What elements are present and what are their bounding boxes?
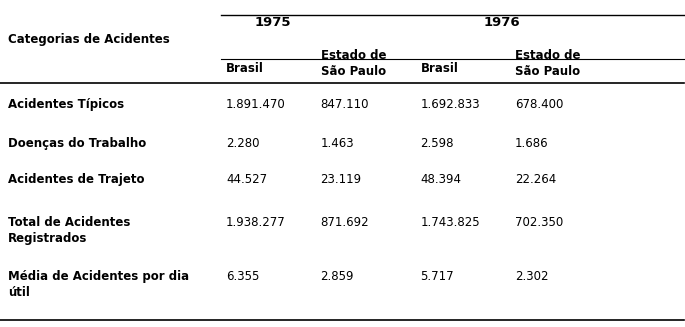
Text: 1.891.470: 1.891.470 bbox=[226, 98, 286, 111]
Text: Total de Acidentes
Registrados: Total de Acidentes Registrados bbox=[8, 216, 131, 245]
Text: Média de Acidentes por dia
útil: Média de Acidentes por dia útil bbox=[8, 270, 189, 299]
Text: 871.692: 871.692 bbox=[321, 216, 369, 229]
Text: 5.717: 5.717 bbox=[421, 270, 454, 283]
Text: 2.280: 2.280 bbox=[226, 137, 260, 150]
Text: 1.938.277: 1.938.277 bbox=[226, 216, 286, 229]
Text: Acidentes de Trajeto: Acidentes de Trajeto bbox=[8, 173, 145, 186]
Text: 44.527: 44.527 bbox=[226, 173, 267, 186]
Text: 2.859: 2.859 bbox=[321, 270, 354, 283]
Text: 23.119: 23.119 bbox=[321, 173, 362, 186]
Text: Estado de
São Paulo: Estado de São Paulo bbox=[515, 49, 581, 78]
Text: 1.463: 1.463 bbox=[321, 137, 354, 150]
Text: Brasil: Brasil bbox=[226, 62, 264, 75]
Text: 1.686: 1.686 bbox=[515, 137, 549, 150]
Text: Acidentes Típicos: Acidentes Típicos bbox=[8, 98, 125, 111]
Text: Brasil: Brasil bbox=[421, 62, 458, 75]
Text: Doenças do Trabalho: Doenças do Trabalho bbox=[8, 137, 147, 150]
Text: Estado de
São Paulo: Estado de São Paulo bbox=[321, 49, 386, 78]
Text: 1975: 1975 bbox=[254, 16, 291, 29]
Text: 6.355: 6.355 bbox=[226, 270, 260, 283]
Text: 1976: 1976 bbox=[483, 16, 520, 29]
Text: 22.264: 22.264 bbox=[515, 173, 556, 186]
Text: 678.400: 678.400 bbox=[515, 98, 564, 111]
Text: 1.692.833: 1.692.833 bbox=[421, 98, 480, 111]
Text: Categorias de Acidentes: Categorias de Acidentes bbox=[8, 33, 170, 46]
Text: 1.743.825: 1.743.825 bbox=[421, 216, 480, 229]
Text: 847.110: 847.110 bbox=[321, 98, 369, 111]
Text: 2.598: 2.598 bbox=[421, 137, 454, 150]
Text: 702.350: 702.350 bbox=[515, 216, 563, 229]
Text: 48.394: 48.394 bbox=[421, 173, 462, 186]
Text: 2.302: 2.302 bbox=[515, 270, 549, 283]
